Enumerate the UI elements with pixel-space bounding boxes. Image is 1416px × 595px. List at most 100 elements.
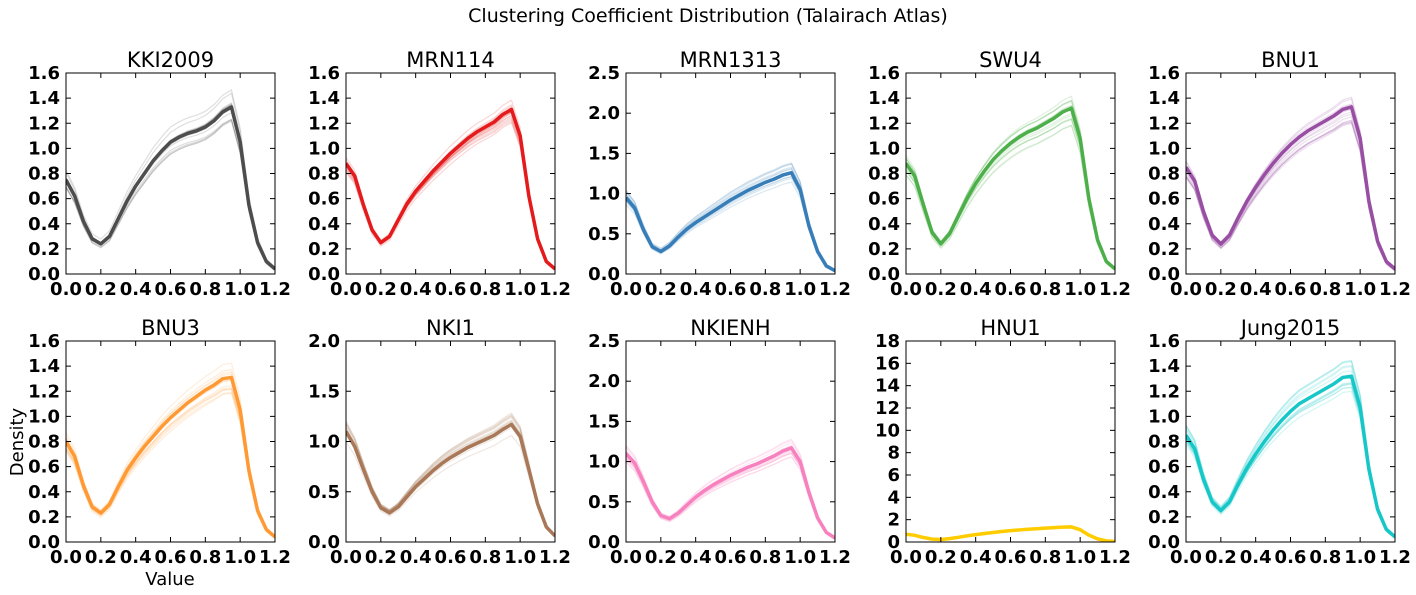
x-tick-label: 0.4 — [120, 547, 152, 568]
subject-trace-mrn114 — [346, 120, 555, 269]
y-tick-label: 8 — [887, 443, 900, 464]
x-tick-label: 0.2 — [925, 547, 957, 568]
y-tick-label: 0.0 — [868, 264, 900, 285]
x-tick-label: 1.2 — [539, 547, 571, 568]
subject-trace-kki2009 — [66, 89, 275, 268]
subject-trace-mrn114 — [346, 117, 555, 269]
subject-trace-nki1 — [346, 416, 555, 536]
y-tick-label: 0.0 — [1148, 532, 1180, 553]
subject-trace-nki1 — [346, 419, 555, 536]
subject-trace-nki1 — [346, 413, 555, 536]
y-tick-label: 1.0 — [28, 406, 60, 427]
y-tick-label: 16 — [875, 353, 900, 374]
y-tick-label: 1.2 — [868, 113, 900, 134]
subject-trace-mrn1313 — [626, 166, 835, 271]
axes-frame-mrn114 — [345, 72, 556, 275]
y-tick-label: 18 — [875, 331, 900, 352]
panel-title-kki2009: KKI2009 — [127, 48, 214, 72]
x-tick-label: 0.2 — [645, 547, 677, 568]
y-tick-label: 12 — [875, 398, 900, 419]
panel-title-nkienh: NKIENH — [690, 316, 770, 340]
subject-trace-bnu1 — [1186, 108, 1395, 271]
subject-trace-mrn114 — [346, 111, 555, 271]
plot-area-jung2015 — [1186, 359, 1395, 539]
subject-trace-bnu3 — [66, 362, 275, 537]
x-tick-label: 0.4 — [960, 547, 992, 568]
y-tick-label: 2.0 — [588, 103, 620, 124]
x-tick-label: 0.2 — [645, 279, 677, 300]
series-line-swu4 — [906, 106, 1115, 271]
subject-trace-mrn1313 — [626, 163, 835, 272]
subject-trace-nkienh — [626, 456, 835, 540]
subject-trace-mrn114 — [346, 115, 555, 269]
subject-trace-nkienh — [626, 442, 835, 539]
subject-trace-bnu1 — [1186, 111, 1395, 271]
y-tick-label: 0.2 — [28, 507, 60, 528]
x-tick-label: 0.4 — [680, 547, 712, 568]
subject-trace-jung2015 — [1186, 383, 1395, 539]
x-tick-label: 0.0 — [1170, 547, 1202, 568]
plot-area-nkienh — [626, 438, 835, 540]
y-tick-label: 0.2 — [1148, 239, 1180, 260]
x-tick-label: 0.6 — [1275, 547, 1307, 568]
x-tick-label: 0.0 — [890, 279, 922, 300]
y-tick-label: 1.4 — [308, 88, 340, 109]
x-tick-label: 0.4 — [680, 279, 712, 300]
x-tick-label: 0.6 — [995, 547, 1027, 568]
plot-area-bnu3 — [66, 362, 275, 540]
panel-title-swu4: SWU4 — [979, 48, 1042, 72]
x-tick-label: 0.0 — [890, 547, 922, 568]
subject-trace-mrn1313 — [626, 173, 835, 272]
plot-area-swu4 — [906, 95, 1115, 271]
subject-trace-mrn1313 — [626, 172, 835, 271]
y-tick-label: 0.0 — [1148, 264, 1180, 285]
subject-trace-nkienh — [626, 445, 835, 539]
y-tick-label: 0.0 — [308, 532, 340, 553]
x-tick-label: 1.2 — [1099, 279, 1131, 300]
panel-title-bnu1: BNU1 — [1261, 48, 1320, 72]
y-tick-label: 0.4 — [308, 214, 340, 235]
series-line-nkienh — [626, 446, 835, 540]
x-tick-label: 0.2 — [365, 279, 397, 300]
y-tick-label: 0.2 — [1148, 507, 1180, 528]
panel-title-bnu3: BNU3 — [141, 316, 200, 340]
subject-trace-mrn1313 — [626, 163, 835, 271]
subject-trace-bnu1 — [1186, 122, 1395, 272]
x-tick-label: 0.8 — [469, 547, 501, 568]
panel-title-jung2015: Jung2015 — [1239, 316, 1341, 340]
plot-area-nki1 — [346, 412, 555, 538]
y-tick-label: 1.0 — [308, 138, 340, 159]
x-tick-label: 0.8 — [1309, 279, 1341, 300]
y-tick-label: 1.4 — [28, 88, 60, 109]
x-tick-label: 0.4 — [1240, 547, 1272, 568]
subject-trace-nki1 — [346, 434, 555, 538]
axes-frame-hnu1 — [905, 340, 1116, 543]
y-tick-label: 1.2 — [1148, 381, 1180, 402]
x-tick-label: 0.6 — [995, 279, 1027, 300]
y-tick-label: 10 — [875, 420, 900, 441]
x-tick-label: 0.6 — [715, 547, 747, 568]
x-tick-label: 1.0 — [784, 547, 816, 568]
y-tick-label: 0.6 — [28, 457, 60, 478]
x-tick-label: 0.8 — [749, 547, 781, 568]
y-tick-label: 0.6 — [28, 189, 60, 210]
y-tick-label: 1.4 — [1148, 88, 1180, 109]
subject-trace-swu4 — [906, 114, 1115, 269]
y-tick-label: 1.5 — [588, 143, 620, 164]
x-axis-label: Value — [145, 569, 194, 590]
subject-trace-mrn114 — [346, 122, 555, 271]
subject-trace-nki1 — [346, 412, 555, 536]
y-tick-label: 4 — [887, 487, 900, 508]
x-tick-label: 1.0 — [1344, 547, 1376, 568]
series-line-jung2015 — [1186, 374, 1395, 539]
y-tick-label: 1.0 — [588, 452, 620, 473]
y-tick-label: 0.4 — [28, 482, 60, 503]
x-tick-label: 0.0 — [330, 547, 362, 568]
y-tick-label: 1.0 — [308, 432, 340, 453]
